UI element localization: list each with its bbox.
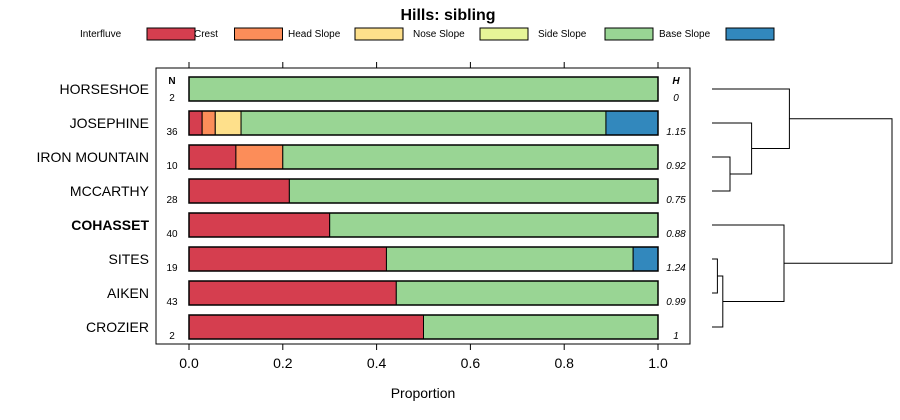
category-label-mccarthy: MCCARTHY <box>70 183 150 199</box>
bar-mccarthy-interfluve <box>188 178 290 204</box>
dendrogram-branch <box>712 122 753 175</box>
n-value-horseshoe: 2 <box>169 93 175 104</box>
bar-cohasset-side-slope <box>329 212 659 238</box>
x-tick-label: 0.6 <box>461 355 481 371</box>
h-value-sites: 1.24 <box>666 263 686 274</box>
dendrogram-branch <box>712 88 790 149</box>
n-value-aiken: 43 <box>166 297 178 308</box>
bars: HORSESHOE 2 0 JOSEPHINE 36 1.15 IRON MOUNTAIN 1… <box>36 76 686 342</box>
dendrogram-branch <box>712 156 731 192</box>
category-label-iron-mountain: IRON MOUNTAIN <box>36 149 149 165</box>
category-label-sites: SITES <box>109 251 149 267</box>
n-value-crozier: 2 <box>169 331 175 342</box>
h-value-iron-mountain: 0.92 <box>666 161 686 172</box>
bar-horseshoe-side-slope <box>188 76 659 102</box>
n-header: N <box>168 76 175 87</box>
legend-swatch-side-slope <box>604 27 654 41</box>
bar-mccarthy-side-slope <box>288 178 659 204</box>
n-value-sites: 19 <box>166 263 178 274</box>
legend-swatch-base-slope <box>725 27 775 41</box>
h-value-aiken: 0.99 <box>666 297 686 308</box>
legend-swatch-head-slope <box>354 27 404 41</box>
legend-swatch-nose-slope <box>479 27 529 41</box>
category-label-josephine: JOSEPHINE <box>70 115 149 131</box>
legend-label-side-slope: Side Slope <box>538 29 587 40</box>
legend-label-interfluve: Interfluve <box>80 29 122 40</box>
h-value-mccarthy: 0.75 <box>666 195 686 206</box>
h-value-cohasset: 0.88 <box>666 229 686 240</box>
chart-title: Hills: sibling <box>400 7 495 24</box>
n-value-iron-mountain: 10 <box>166 161 178 172</box>
legend-swatch-interfluve <box>146 27 196 41</box>
legend-swatch-crest <box>234 27 283 41</box>
legend-label-head-slope: Head Slope <box>288 29 341 40</box>
bar-cohasset-interfluve <box>188 212 331 238</box>
bar-outline-cohasset <box>188 212 659 238</box>
bar-outline-mccarthy <box>188 178 659 204</box>
h-value-josephine: 1.15 <box>666 127 686 138</box>
bar-outline-aiken <box>188 280 659 306</box>
bar-iron-mountain-side-slope <box>282 144 659 170</box>
h-value-horseshoe: 0 <box>673 93 679 104</box>
x-tick-label: 0.8 <box>554 355 574 371</box>
legend-label-crest: Crest <box>194 29 218 40</box>
x-tick-label: 0.4 <box>367 355 387 371</box>
dendrogram-branch <box>712 258 718 294</box>
bar-crozier-side-slope <box>423 314 659 340</box>
bar-josephine-base-slope <box>605 110 659 136</box>
legend: Interfluve Crest Head Slope Nose Slope Side … <box>80 27 775 41</box>
bar-sites-interfluve <box>188 246 387 272</box>
category-label-horseshoe: HORSESHOE <box>60 81 149 97</box>
bar-sites-base-slope <box>632 246 659 272</box>
bar-crozier-interfluve <box>188 314 424 340</box>
category-label-cohasset: COHASSET <box>71 217 149 233</box>
bar-aiken-interfluve <box>188 280 397 306</box>
bar-josephine-head-slope <box>214 110 242 136</box>
x-tick-label: 0.2 <box>273 355 293 371</box>
bar-outline-josephine <box>188 110 659 136</box>
bar-josephine-crest <box>201 110 216 136</box>
bar-josephine-interfluve <box>188 110 203 136</box>
x-tick-label: 0.0 <box>179 355 199 371</box>
bar-outline-iron-mountain <box>188 144 659 170</box>
bar-iron-mountain-crest <box>235 144 284 170</box>
bar-iron-mountain-interfluve <box>188 144 237 170</box>
dendrogram <box>712 88 893 328</box>
bar-outline-sites <box>188 246 659 272</box>
bar-josephine-side-slope <box>240 110 607 136</box>
bar-aiken-side-slope <box>395 280 659 306</box>
n-value-josephine: 36 <box>166 127 178 138</box>
h-value-crozier: 1 <box>673 331 679 342</box>
legend-label-base-slope: Base Slope <box>659 29 711 40</box>
category-label-crozier: CROZIER <box>86 319 149 335</box>
x-tick-label: 1.0 <box>648 355 668 371</box>
legend-label-nose-slope: Nose Slope <box>413 29 465 40</box>
x-axis-label: Proportion <box>391 385 456 401</box>
plot-frame <box>155 67 691 345</box>
n-value-cohasset: 40 <box>166 229 178 240</box>
dendrogram-branch <box>784 118 893 264</box>
x-axis: 0.0 0.2 0.4 0.6 0.8 1.0 <box>179 62 668 371</box>
bar-sites-side-slope <box>385 246 634 272</box>
n-value-mccarthy: 28 <box>166 195 178 206</box>
bar-outline-horseshoe <box>188 76 659 102</box>
h-header: H <box>672 76 680 87</box>
bar-outline-crozier <box>188 314 659 340</box>
category-label-aiken: AIKEN <box>107 285 149 301</box>
